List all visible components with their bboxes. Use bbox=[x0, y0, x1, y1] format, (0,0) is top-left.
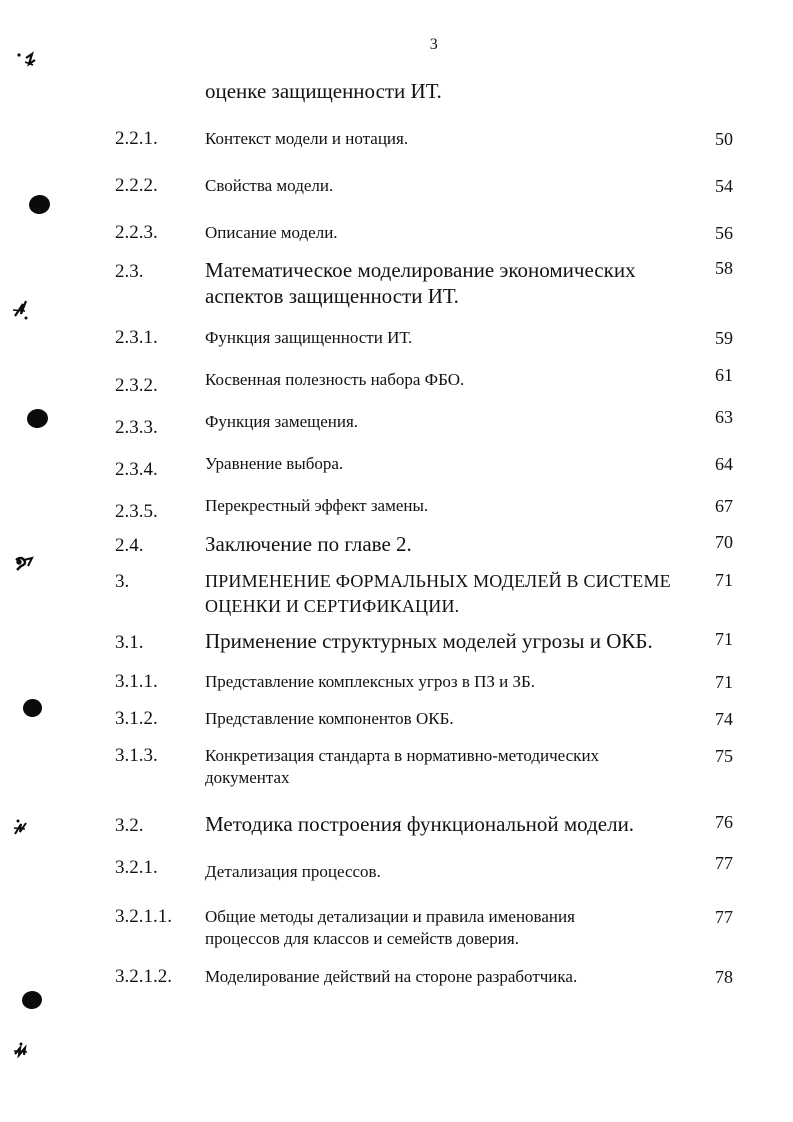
toc-row: 3.2.1.1. Общие методы детализации и прав… bbox=[115, 906, 751, 950]
ink-mark bbox=[12, 1040, 34, 1060]
toc-row: 2.3.5. Перекрестный эффект замены. 67 bbox=[115, 495, 751, 522]
toc-page-number: 78 bbox=[715, 967, 733, 987]
toc-section-number: 3.1.2. bbox=[115, 708, 158, 729]
toc-section-number: 2.3.4. bbox=[115, 459, 158, 480]
toc-row: 3.2. Методика построения функциональной … bbox=[115, 811, 751, 837]
toc-continuation-line: оценке защищенности ИТ. bbox=[205, 79, 442, 103]
toc-entry-title: Применение структурных моделей угрозы и … bbox=[205, 629, 653, 653]
toc-section-number: 2.4. bbox=[115, 535, 144, 556]
toc-entry-title: Моделирование действий на стороне разраб… bbox=[205, 967, 578, 986]
punch-hole-dot bbox=[25, 407, 50, 430]
toc-page-number: 71 bbox=[715, 570, 733, 590]
punch-hole-dot bbox=[27, 193, 52, 216]
toc-row: 2.3.2. Косвенная полезность набора ФБО. … bbox=[115, 365, 751, 396]
toc-row: 3.1.3. Конкретизация стандарта в нормати… bbox=[115, 745, 751, 789]
toc-section-number: 3.1.3. bbox=[115, 745, 158, 766]
toc-entry-title: Общие методы детализации и правила имено… bbox=[205, 907, 575, 948]
toc-row: 2.3.3. Функция замещения. 63 bbox=[115, 407, 751, 438]
toc-section-number: 2.3.5. bbox=[115, 501, 158, 522]
toc-page-number: 50 bbox=[715, 129, 733, 149]
page-header-number: 3 bbox=[429, 36, 439, 53]
toc-page-number: 77 bbox=[715, 907, 733, 927]
ink-mark bbox=[12, 818, 34, 840]
toc-section-number: 3.2.1.2. bbox=[115, 966, 172, 987]
toc-page-number: 76 bbox=[715, 812, 733, 832]
toc-row: 2.2.2. Свойства модели. 54 bbox=[115, 175, 751, 197]
toc-page-number: 74 bbox=[715, 709, 733, 729]
toc-entry-title: ПРИМЕНЕНИЕ ФОРМАЛЬНЫХ МОДЕЛЕЙ В СИСТЕМЕ … bbox=[205, 571, 671, 616]
toc-row: 3. ПРИМЕНЕНИЕ ФОРМАЛЬНЫХ МОДЕЛЕЙ В СИСТЕ… bbox=[115, 569, 751, 619]
toc-entry-title: Представление комплексных угроз в ПЗ и З… bbox=[205, 672, 536, 691]
toc-row: 2.3.4. Уравнение выбора. 64 bbox=[115, 453, 751, 480]
toc-entry-title: Представление компонентов ОКБ. bbox=[205, 709, 454, 728]
toc-page-number: 71 bbox=[715, 672, 733, 692]
toc-entry-title: Заключение по главе 2. bbox=[205, 532, 412, 556]
toc-entry-title: Детализация процессов. bbox=[205, 862, 381, 881]
toc-page-number: 71 bbox=[715, 629, 733, 649]
toc-row: 3.1.1. Представление комплексных угроз в… bbox=[115, 671, 751, 693]
toc-page-number: 75 bbox=[715, 746, 733, 766]
toc-row: 3.1.2. Представление компонентов ОКБ. 74 bbox=[115, 708, 751, 730]
toc-entry-title: Описание модели. bbox=[205, 223, 338, 242]
toc-page-number: 61 bbox=[715, 365, 733, 385]
toc-entry-title: Перекрестный эффект замены. bbox=[205, 496, 429, 515]
table-of-contents: оценке защищенности ИТ. 2.2.1. Контекст … bbox=[115, 78, 751, 988]
toc-section-number: 3.2.1.1. bbox=[115, 906, 172, 927]
punch-hole-dot bbox=[20, 989, 44, 1011]
toc-row: 3.2.1.2. Моделирование действий на сторо… bbox=[115, 966, 751, 988]
toc-section-number: 3.1. bbox=[115, 632, 144, 653]
toc-section-number: 2.3. bbox=[115, 261, 144, 282]
toc-row: 2.2.3. Описание модели. 56 bbox=[115, 222, 751, 244]
toc-section-number: 2.3.3. bbox=[115, 417, 158, 438]
toc-page-number: 56 bbox=[715, 223, 733, 243]
punch-hole-dot bbox=[21, 697, 44, 719]
toc-entry-title: Функция замещения. bbox=[205, 412, 359, 431]
toc-entry-title: Уравнение выбора. bbox=[205, 454, 344, 473]
toc-entry-title: Функция защищенности ИТ. bbox=[205, 328, 413, 347]
toc-section-number: 2.3.1. bbox=[115, 327, 158, 348]
toc-row: 2.4. Заключение по главе 2. 70 bbox=[115, 531, 751, 557]
ink-mark bbox=[13, 554, 37, 578]
toc-section-number: 3. bbox=[115, 571, 130, 592]
toc-page-number: 59 bbox=[715, 328, 733, 348]
toc-page-number: 63 bbox=[715, 407, 733, 427]
toc-page-number: 70 bbox=[715, 532, 733, 552]
toc-entry-title: Методика построения функциональной модел… bbox=[205, 812, 635, 836]
toc-page-number: 64 bbox=[715, 454, 733, 474]
ink-mark bbox=[16, 50, 38, 74]
toc-section-number: 3.2. bbox=[115, 815, 144, 836]
toc-row: 2.3.1. Функция защищенности ИТ. 59 bbox=[115, 327, 751, 349]
toc-section-number: 2.2.2. bbox=[115, 175, 158, 196]
toc-section-number: 3.1.1. bbox=[115, 671, 158, 692]
toc-page-number: 58 bbox=[715, 258, 733, 278]
toc-entry-title: Математическое моделирование экономическ… bbox=[205, 258, 636, 308]
toc-page-number: 77 bbox=[715, 853, 733, 873]
toc-section-number: 3.2.1. bbox=[115, 857, 158, 878]
toc-section-number: 2.2.3. bbox=[115, 222, 158, 243]
toc-section-number: 2.2.1. bbox=[115, 128, 158, 149]
toc-row: 3.2.1. Детализация процессов. 77 bbox=[115, 853, 751, 881]
toc-row: 3.1. Применение структурных моделей угро… bbox=[115, 628, 751, 654]
toc-page-number: 67 bbox=[715, 496, 733, 516]
toc-entry-title: Косвенная полезность набора ФБО. bbox=[205, 370, 465, 389]
toc-entry-title: Контекст модели и нотация. bbox=[205, 129, 409, 148]
toc-entry-title: Конкретизация стандарта в нормативно-мет… bbox=[205, 746, 600, 787]
ink-mark bbox=[11, 298, 33, 322]
toc-entry-title: Свойства модели. bbox=[205, 176, 334, 195]
toc-rows: 2.2.1. Контекст модели и нотация. 50 2.2… bbox=[115, 128, 751, 988]
toc-row: 2.2.1. Контекст модели и нотация. 50 bbox=[115, 128, 751, 150]
toc-page-number: 54 bbox=[715, 176, 733, 196]
toc-row: 2.3. Математическое моделирование эконом… bbox=[115, 257, 751, 309]
toc-section-number: 2.3.2. bbox=[115, 375, 158, 396]
